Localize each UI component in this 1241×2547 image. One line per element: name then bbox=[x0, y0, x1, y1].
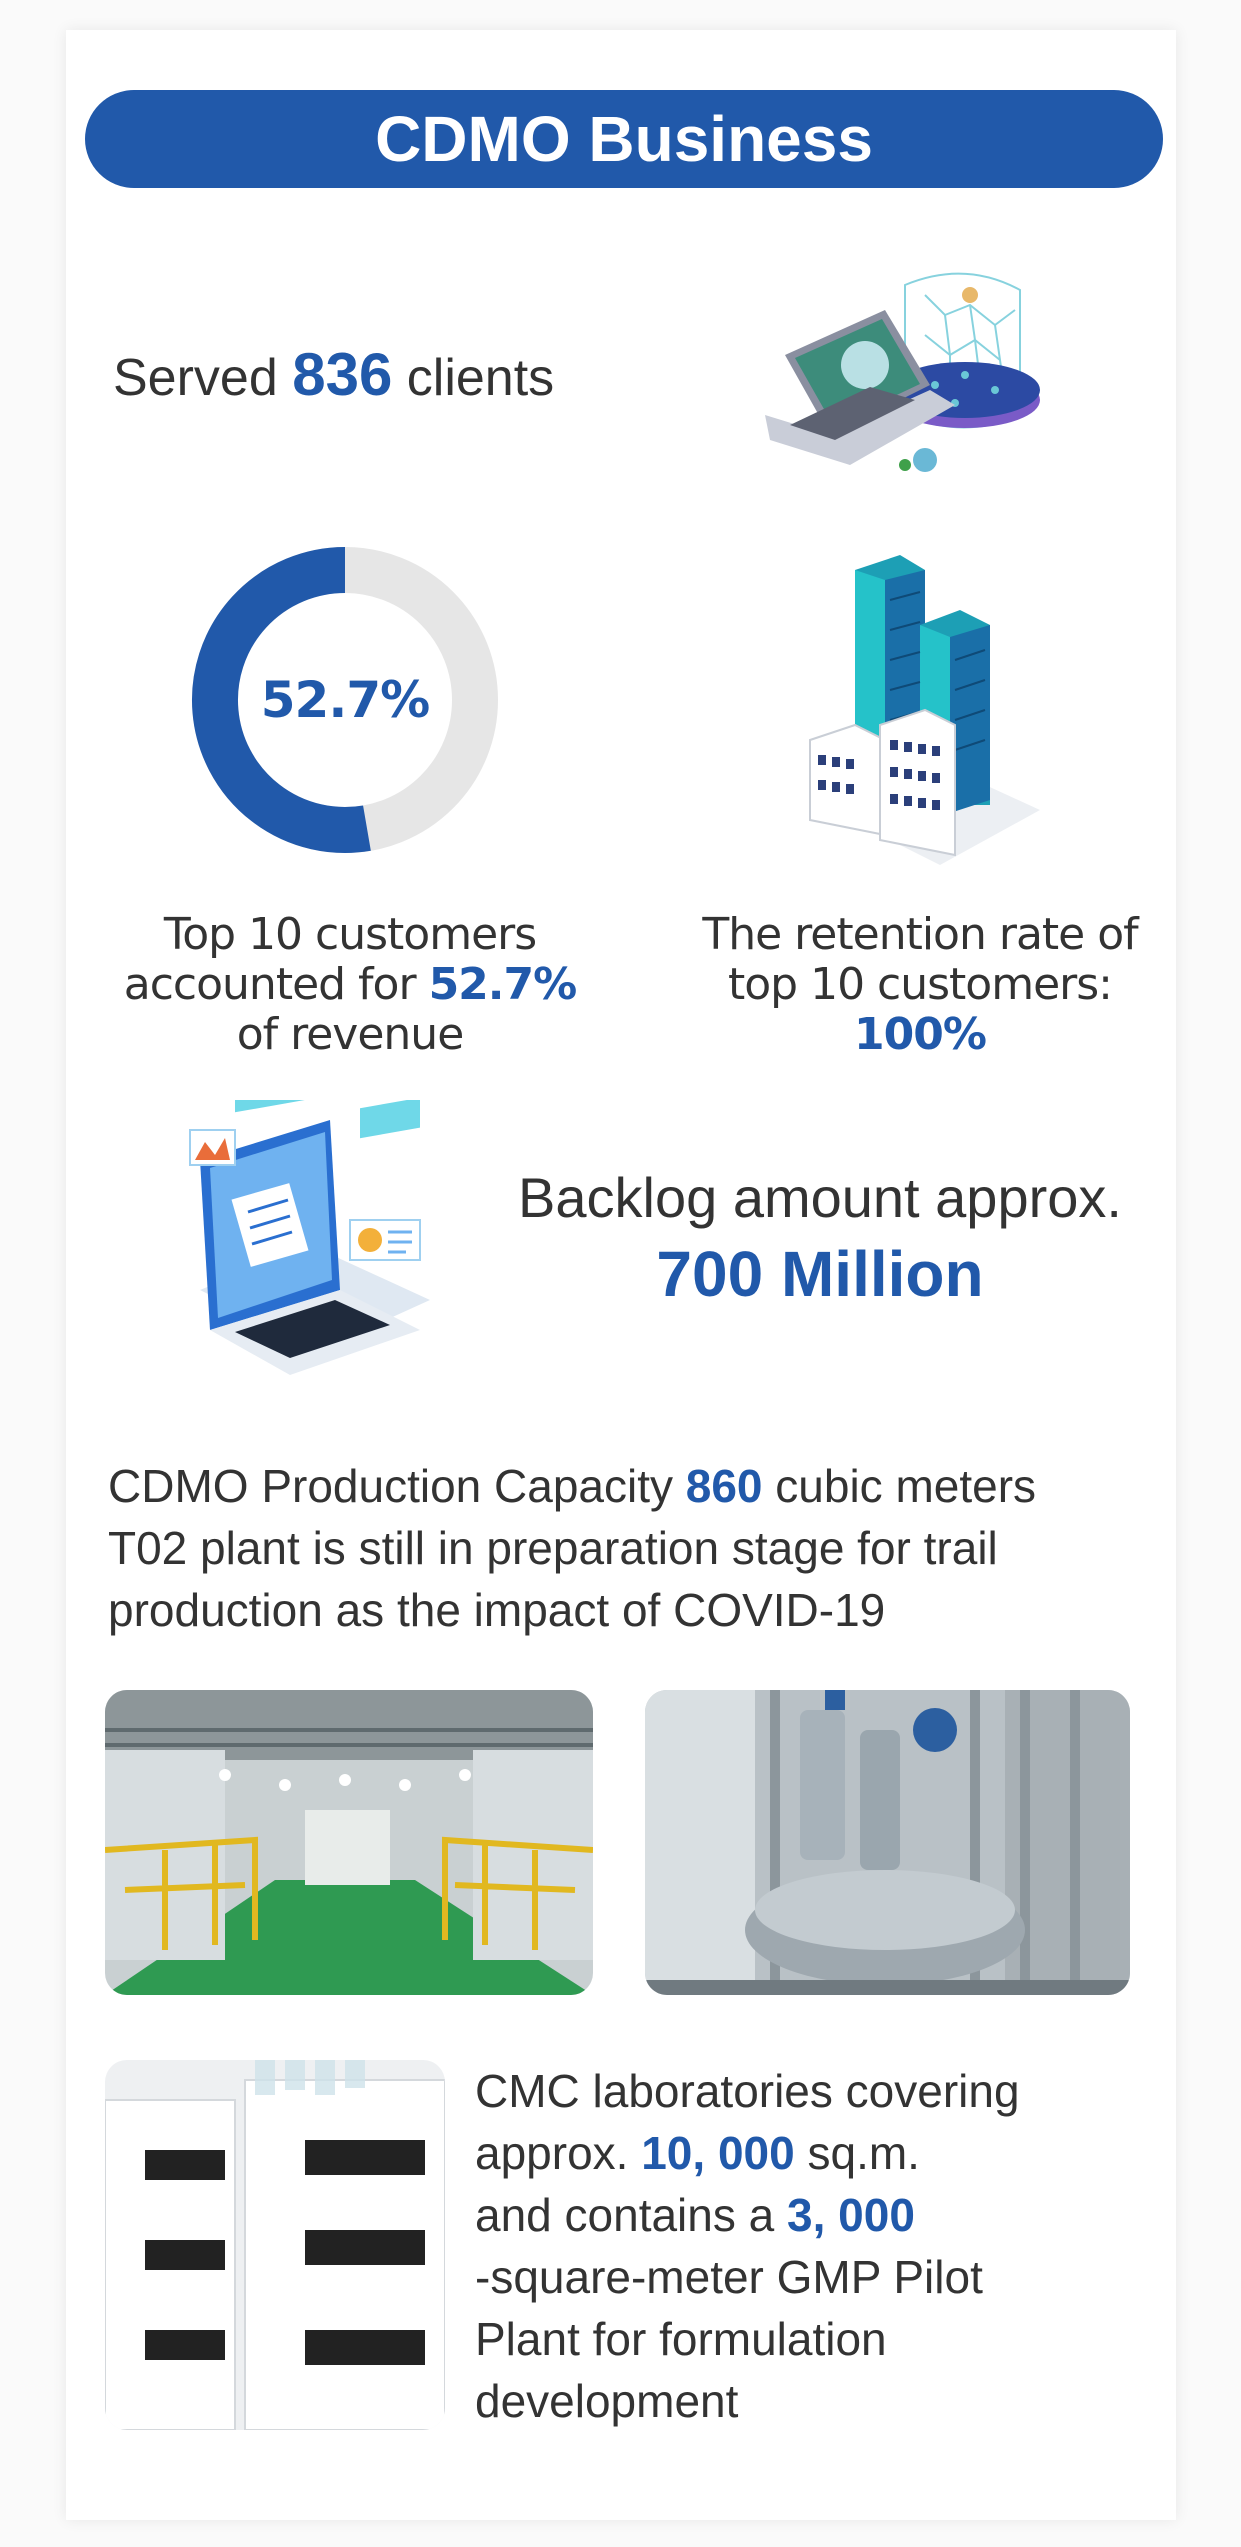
cmc-line6: development bbox=[475, 2375, 739, 2427]
cmc-line5: Plant for formulation bbox=[475, 2313, 887, 2365]
retention-line1: The retention rate of bbox=[702, 909, 1138, 960]
cmc-line2-suffix: sq.m. bbox=[807, 2127, 920, 2179]
donut-share-arc bbox=[191, 547, 371, 853]
production-hall-photo bbox=[105, 1690, 593, 1995]
cmc-line3-value: 3, 000 bbox=[787, 2189, 915, 2241]
capacity-value: 860 bbox=[685, 1460, 763, 1512]
page-title: CDMO Business bbox=[85, 90, 1163, 188]
buildings-icon bbox=[809, 555, 1040, 865]
served-prefix: Served bbox=[113, 349, 278, 407]
top10-line3: of revenue bbox=[236, 1009, 465, 1060]
cmc-line2-prefix: approx. bbox=[475, 2127, 629, 2179]
cmc-paragraph: CMC laboratories covering approx. 10, 00… bbox=[475, 2060, 1155, 2432]
served-value: 836 bbox=[292, 341, 393, 408]
backlog-value: 700 Million bbox=[656, 1238, 984, 1310]
reactor-photo bbox=[645, 1690, 1130, 1995]
capacity-note: T02 plant is still in preparation stage … bbox=[108, 1522, 998, 1636]
retention-caption: The retention rate of top 10 customers: … bbox=[660, 910, 1180, 1060]
laboratory-instruments-photo bbox=[105, 2060, 445, 2430]
retention-value: 100% bbox=[854, 1009, 987, 1060]
cmc-line3-prefix: and contains a bbox=[475, 2189, 775, 2241]
capacity-prefix: CDMO Production Capacity bbox=[108, 1460, 673, 1512]
backlog-text: Backlog amount approx. 700 Million bbox=[470, 1160, 1170, 1312]
donut-center-label: 52.7% bbox=[261, 671, 429, 729]
retention-line2: top 10 customers: bbox=[727, 959, 1113, 1010]
top10-line2-prefix: accounted for bbox=[123, 959, 417, 1010]
capacity-paragraph: CDMO Production Capacity 860 cubic meter… bbox=[108, 1455, 1168, 1641]
served-clients-text: Served 836 clients bbox=[113, 340, 554, 413]
cmc-line2-value: 10, 000 bbox=[641, 2127, 795, 2179]
cmc-line1: CMC laboratories covering bbox=[475, 2065, 1020, 2117]
top10-share-donut: 52.7% bbox=[191, 547, 498, 853]
cmc-line4: -square-meter GMP Pilot bbox=[475, 2251, 983, 2303]
capacity-suffix: cubic meters bbox=[775, 1460, 1037, 1512]
served-suffix: clients bbox=[406, 349, 555, 407]
laptop-charts-icon bbox=[189, 1100, 430, 1375]
laptop-network-icon bbox=[765, 272, 1040, 472]
top10-caption: Top 10 customers accounted for 52.7% of … bbox=[90, 910, 610, 1060]
top10-line2-value: 52.7% bbox=[428, 959, 578, 1010]
top10-line1: Top 10 customers bbox=[163, 909, 537, 960]
backlog-label: Backlog amount approx. bbox=[518, 1166, 1122, 1229]
